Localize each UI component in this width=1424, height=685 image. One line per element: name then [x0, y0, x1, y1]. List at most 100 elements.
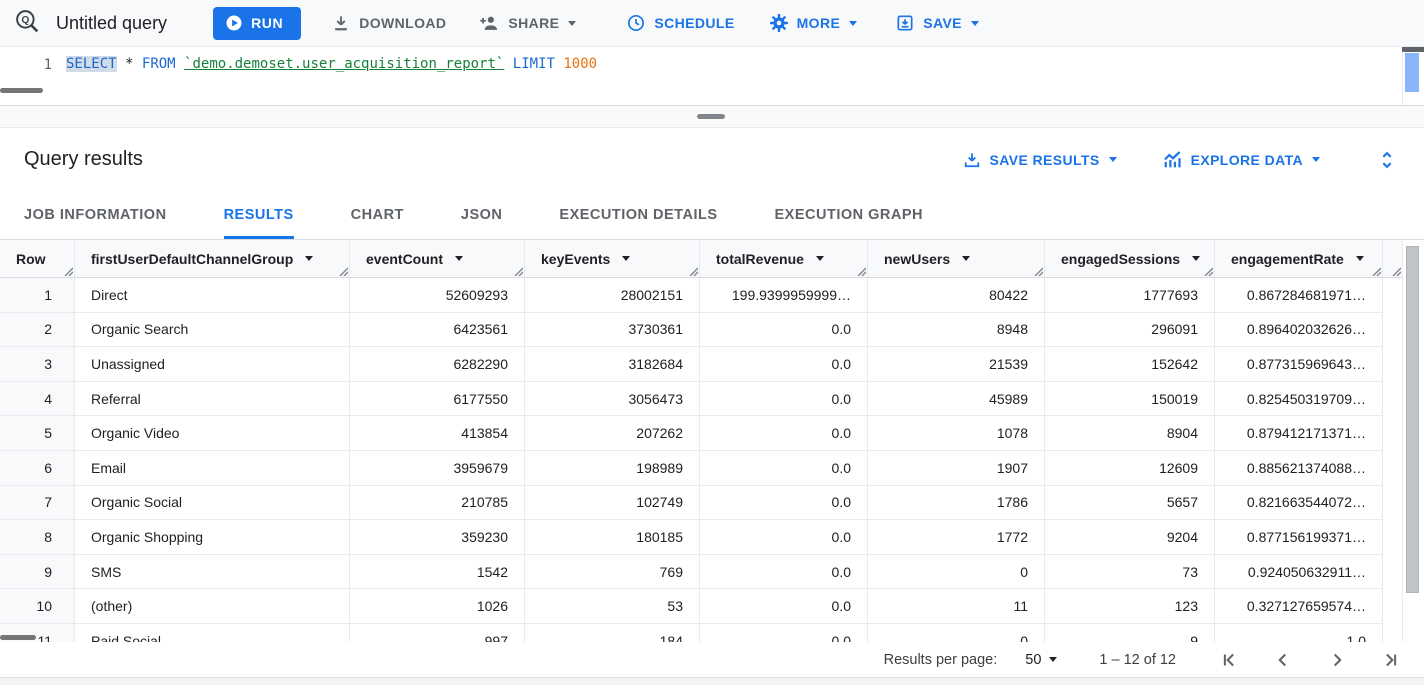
table-cell[interactable]: 199.9399959999… [700, 278, 868, 313]
table-cell[interactable]: 1777693 [1045, 278, 1215, 313]
table-cell[interactable]: 3730361 [525, 312, 700, 348]
table-cell[interactable]: Unassigned [75, 347, 350, 382]
table-cell[interactable]: 207262 [525, 416, 700, 451]
table-cell[interactable]: Direct [75, 278, 350, 313]
column-resize-handle[interactable] [1392, 267, 1402, 277]
table-cell[interactable]: 1.0 [1215, 623, 1383, 642]
table-cell[interactable]: 0.867284681971… [1215, 278, 1383, 313]
table-cell[interactable]: SMS [75, 554, 350, 590]
download-button[interactable]: DOWNLOAD [331, 13, 446, 33]
table-cell[interactable]: 102749 [525, 485, 700, 521]
table-cell[interactable]: 0.0 [700, 623, 868, 642]
table-cell[interactable]: Paid Social [75, 623, 350, 642]
table-cell[interactable]: 0.0 [700, 312, 868, 348]
table-cell[interactable]: 6177550 [350, 381, 525, 417]
table-cell[interactable]: 150019 [1045, 381, 1215, 417]
table-cell[interactable]: 1026 [350, 589, 525, 624]
table-cell[interactable]: 180185 [525, 520, 700, 555]
table-cell[interactable]: 1907 [868, 450, 1045, 486]
run-button[interactable]: RUN [213, 6, 302, 40]
save-results-button[interactable]: SAVE RESULTS [962, 150, 1117, 170]
table-cell[interactable]: 73 [1045, 554, 1215, 590]
table-cell[interactable]: 0.825450319709… [1215, 381, 1383, 417]
column-sort-dropdown-icon[interactable] [815, 256, 824, 261]
table-cell[interactable]: Organic Video [75, 416, 350, 451]
table-cell[interactable]: 0.877315969643… [1215, 347, 1383, 382]
tab-chart[interactable]: CHART [350, 207, 404, 223]
table-cell[interactable]: 359230 [350, 520, 525, 555]
table-cell[interactable]: 0.924050632911… [1215, 554, 1383, 590]
table-cell[interactable]: 0.0 [700, 520, 868, 555]
table-cell[interactable]: 11 [868, 589, 1045, 624]
table-cell[interactable]: 3182684 [525, 347, 700, 382]
table-cell[interactable]: Organic Shopping [75, 520, 350, 555]
table-cell[interactable]: 8904 [1045, 416, 1215, 451]
table-cell[interactable]: Organic Social [75, 485, 350, 521]
column-resize-handle[interactable] [857, 267, 867, 277]
table-cell[interactable]: 1542 [350, 554, 525, 590]
column-sort-dropdown-icon[interactable] [455, 256, 463, 261]
splitter-drag-handle[interactable] [697, 114, 725, 119]
table-cell[interactable]: 769 [525, 554, 700, 590]
sql-table-reference[interactable]: `demo.demoset.user_acquisition_report` [184, 56, 505, 72]
tab-job-information[interactable]: JOB INFORMATION [24, 207, 167, 223]
editor-scrollbar-thumb[interactable] [1405, 53, 1419, 92]
next-page-icon[interactable] [1326, 649, 1348, 671]
tab-execution-details[interactable]: EXECUTION DETAILS [559, 207, 718, 223]
column-resize-handle[interactable] [1204, 267, 1214, 277]
table-cell[interactable]: 0.0 [700, 381, 868, 417]
table-cell[interactable]: 210785 [350, 485, 525, 521]
table-cell[interactable]: 413854 [350, 416, 525, 451]
table-cell[interactable]: 0.327127659574… [1215, 589, 1383, 624]
table-cell[interactable]: (other) [75, 589, 350, 624]
table-scrollbar-thumb[interactable] [1406, 246, 1419, 593]
table-cell[interactable]: 0.821663544072… [1215, 485, 1383, 521]
table-cell[interactable]: 1772 [868, 520, 1045, 555]
table-cell[interactable]: 6423561 [350, 312, 525, 348]
sql-editor[interactable]: 1 SELECT * FROM `demo.demoset.user_acqui… [0, 47, 1424, 105]
column-header-keyevents[interactable]: keyEvents [525, 240, 700, 277]
last-page-icon[interactable] [1380, 649, 1402, 671]
more-button[interactable]: MORE [769, 13, 858, 33]
column-resize-handle[interactable] [689, 267, 699, 277]
table-cell[interactable]: 8948 [868, 312, 1045, 348]
column-sort-dropdown-icon[interactable] [962, 256, 971, 261]
sql-code-line[interactable]: SELECT * FROM `demo.demoset.user_acquisi… [66, 56, 597, 72]
table-cell[interactable]: 997 [350, 623, 525, 642]
column-header-newusers[interactable]: newUsers [868, 240, 1045, 277]
save-button[interactable]: SAVE [895, 13, 979, 33]
column-header-totalrevenue[interactable]: totalRevenue [700, 240, 868, 277]
table-cell[interactable]: 0.0 [700, 589, 868, 624]
table-cell[interactable]: 0 [868, 554, 1045, 590]
table-cell[interactable]: 9 [1045, 623, 1215, 642]
table-cell[interactable]: 0.0 [700, 554, 868, 590]
column-header-engagementrate[interactable]: engagementRate [1215, 240, 1383, 277]
table-cell[interactable]: 296091 [1045, 312, 1215, 348]
collapse-results-button[interactable] [1376, 149, 1398, 171]
table-cell[interactable]: 0.896402032626… [1215, 312, 1383, 348]
table-cell[interactable]: 12609 [1045, 450, 1215, 486]
table-cell[interactable]: 0.877156199371… [1215, 520, 1383, 555]
column-header-engagedsessions[interactable]: engagedSessions [1045, 240, 1215, 277]
share-button[interactable]: SHARE [478, 12, 577, 34]
table-cell[interactable]: 0.879412171371… [1215, 416, 1383, 451]
table-cell[interactable]: 0.885621374088… [1215, 450, 1383, 486]
table-cell[interactable]: 80422 [868, 278, 1045, 313]
table-cell[interactable]: Organic Search [75, 312, 350, 348]
column-header-eventcount[interactable]: eventCount [350, 240, 525, 277]
editor-horizontal-scrollbar-thumb[interactable] [0, 88, 43, 93]
column-resize-handle[interactable] [64, 267, 74, 277]
column-resize-handle[interactable] [1372, 267, 1382, 277]
table-cell[interactable]: 1078 [868, 416, 1045, 451]
table-cell[interactable]: 45989 [868, 381, 1045, 417]
explore-data-button[interactable]: EXPLORE DATA [1161, 149, 1320, 171]
table-cell[interactable]: 184 [525, 623, 700, 642]
page-size-select[interactable]: 50 [1025, 652, 1058, 668]
table-cell[interactable]: 0.0 [700, 347, 868, 382]
table-cell[interactable]: 0 [868, 623, 1045, 642]
table-cell[interactable]: 3056473 [525, 381, 700, 417]
table-cell[interactable]: 0.0 [700, 416, 868, 451]
table-cell[interactable]: 21539 [868, 347, 1045, 382]
column-header-firstuserdefaultchannelgroup[interactable]: firstUserDefaultChannelGroup [75, 240, 350, 277]
table-cell[interactable]: 3959679 [350, 450, 525, 486]
